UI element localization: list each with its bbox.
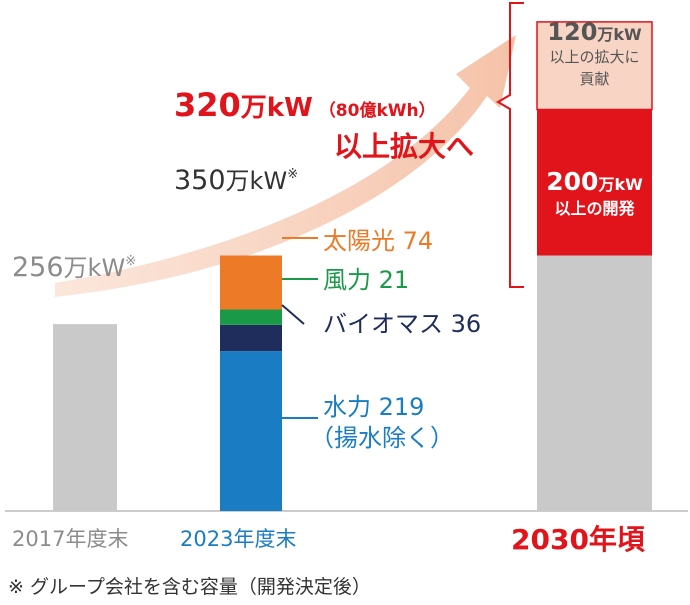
label-dev-num: 200万kW: [546, 167, 643, 196]
bar-2030-base: [537, 255, 652, 511]
label-contrib-sub2: 貢献: [579, 70, 609, 88]
label-dev-sub: 以上の開発: [554, 199, 635, 218]
bar-2017: [53, 324, 117, 511]
label-solar: 太陽光 74: [323, 227, 433, 255]
leader-biomass: [281, 304, 305, 325]
label-contrib-sub1: 以上の拡大に: [549, 48, 639, 66]
label-biomass: バイオマス 36: [323, 310, 481, 338]
bar-2030-stack: [536, 21, 653, 511]
target-label-line1: 320万kW （80億kWh）: [174, 86, 436, 124]
bar-2023-biomass: [220, 324, 282, 352]
label-hydro-line2: （揚水除く）: [310, 424, 454, 452]
category-label-2030: 2030年頃: [511, 523, 645, 556]
label-hydro-line1: 水力 219: [323, 393, 424, 421]
target-label-line2: 以上拡大へ: [334, 130, 474, 163]
bar-2023-solar: [220, 255, 282, 310]
total-label-2023: 350万kW※: [174, 165, 298, 196]
bar-2030-contribution: [536, 21, 653, 111]
category-label-2023: 2023年度末: [180, 527, 296, 551]
bar-2023-wind: [220, 309, 282, 325]
total-label-2017: 256万kW※: [12, 252, 136, 283]
label-contrib-num: 120万kW: [547, 18, 642, 46]
target-bracket: [496, 2, 524, 288]
bar-2023-stack: [220, 255, 282, 511]
label-wind: 風力 21: [323, 266, 409, 294]
bar-2023-hydro: [220, 351, 282, 511]
bar-2030-development: [537, 109, 652, 256]
footnote: ※ グループ会社を含む容量（開発決定後）: [8, 576, 371, 598]
category-label-2017: 2017年度末: [12, 527, 128, 551]
